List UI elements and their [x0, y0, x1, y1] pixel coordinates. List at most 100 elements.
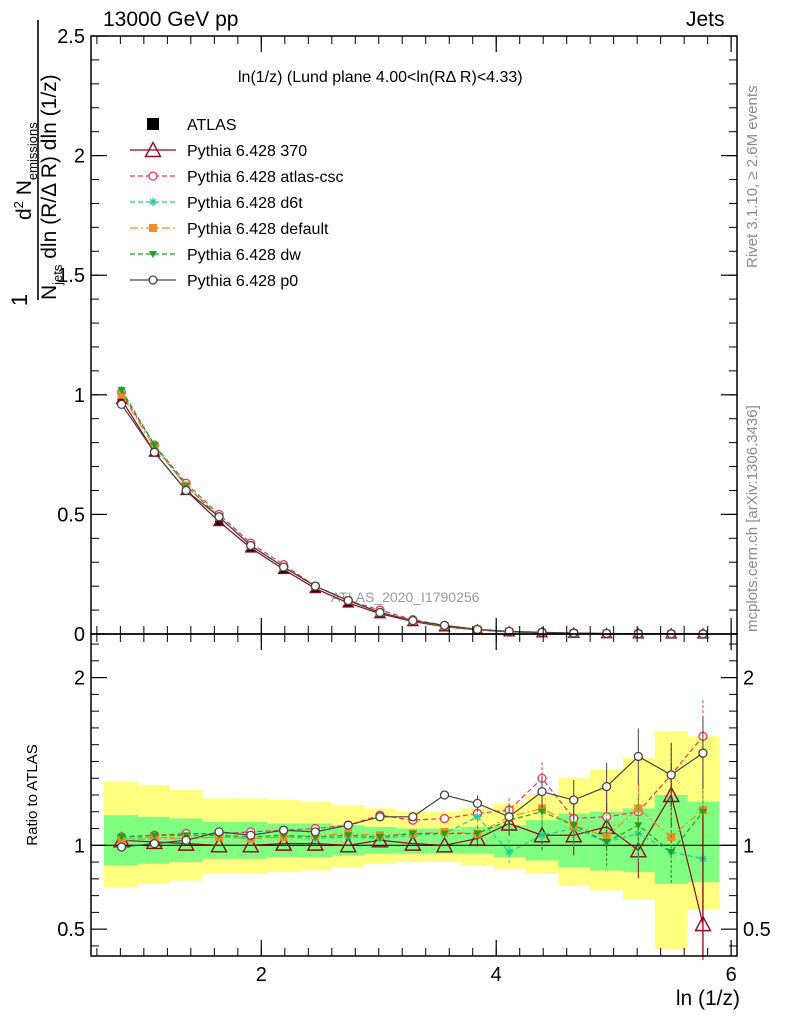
main-ytick-label-0: 0 [74, 624, 85, 646]
point-d6t-13 [538, 831, 547, 840]
point-p0-17 [666, 770, 676, 780]
axes-layer: 0 0.5 1 1.5 2 2.5 2 4 6 0.5 0.5 1 1 2 2 [57, 26, 771, 986]
point-370-3 [212, 515, 226, 527]
point-p0-5 [278, 562, 289, 572]
series-main-data [117, 395, 707, 638]
main-ytick-label-5: 2.5 [57, 26, 85, 48]
point-p0-13 [537, 786, 547, 797]
main-series-layer [115, 386, 710, 639]
ratio-ytick-label-r-2: 2 [743, 668, 754, 690]
ylabel-num-sup: 2 [11, 201, 26, 208]
main-ytick-label-3: 1.5 [57, 265, 85, 287]
legend: ATLAS Pythia 6.428 370 Pythia 6.428 atlas-… [130, 117, 344, 290]
point-p0-14 [569, 628, 579, 638]
point-p0-8 [375, 607, 385, 618]
point-370-10 [435, 836, 454, 853]
legend-entry-data: ATLAS [147, 117, 237, 134]
ylabel-num-sub: emissions [25, 122, 40, 180]
point-csc-10 [439, 813, 450, 824]
ratio-series-layer [112, 700, 712, 961]
legend-label-p0: Pythia 6.428 p0 [187, 273, 298, 290]
series-line-370 [121, 399, 703, 635]
point-370-7 [339, 836, 357, 853]
point-dw-18 [698, 808, 707, 816]
point-p0-5 [278, 825, 289, 835]
legend-entry-p0: Pythia 6.428 p0 [130, 273, 298, 290]
point-p0-7 [343, 820, 353, 830]
point-p0-7 [343, 595, 353, 606]
point-p0-9 [408, 615, 418, 626]
ylabel-njets-sub: jets [50, 264, 65, 286]
point-p0-11 [472, 624, 483, 635]
legend-entry-dw: Pythia 6.428 dw [130, 247, 301, 264]
legend-entry-default: Pythia 6.428 default [130, 221, 329, 238]
analysis-watermark: ATLAS_2020_I1790256 [331, 589, 480, 605]
legend-label-dw: Pythia 6.428 dw [187, 247, 301, 264]
series-main-d6t [117, 386, 707, 638]
point-p0-1 [149, 447, 160, 457]
point-d6t-12 [505, 848, 514, 857]
point-p0-1 [149, 838, 160, 849]
point-dw-0 [117, 387, 126, 395]
point-dw-9 [408, 830, 417, 838]
point-dw-13 [538, 808, 547, 816]
x-axis-label: ln (1/z) [676, 987, 740, 1010]
point-p0-2 [181, 485, 191, 496]
main-ytick-label-2: 1 [74, 385, 85, 407]
point-p0-4 [246, 830, 256, 840]
point-dw-1 [150, 832, 159, 840]
point-p0-10 [439, 620, 450, 631]
ratio-y-axis-label: Ratio to ATLAS [24, 744, 41, 845]
point-370-3 [210, 836, 228, 853]
point-dw-8 [375, 833, 384, 841]
ylabel-num-d: d [13, 208, 36, 220]
svg-text:Ratio to ATLAS: Ratio to ATLAS [24, 744, 41, 845]
ylabel-den-rest: dln (R/Δ R) dln (1/z) [38, 74, 61, 264]
point-dw-7 [344, 832, 353, 840]
series-ratio-p0 [116, 717, 708, 852]
svg-text:d2 Nemissions: d2 Nemissions [11, 122, 40, 220]
point-p0-18 [698, 748, 708, 758]
series-line-p0 [121, 404, 703, 635]
point-dw-16 [634, 822, 643, 830]
series-line-default [121, 394, 703, 635]
ratio-ytick-label-1: 1 [74, 835, 85, 857]
legend-entry-370: Pythia 6.428 370 [130, 141, 307, 160]
point-p0-11 [472, 798, 483, 809]
point-p0-2 [181, 835, 191, 845]
legend-marker-data [147, 118, 159, 130]
point-370-9 [404, 834, 422, 851]
ratio-ytick-label-2: 2 [74, 668, 85, 690]
point-p0-4 [246, 540, 256, 551]
point-370-6 [306, 834, 325, 851]
point-dw-14 [569, 822, 578, 830]
point-p0-6 [310, 827, 320, 837]
point-p0-3 [214, 827, 224, 837]
ratio-ytick-label-r-1: 1 [743, 835, 754, 857]
process-label: Jets [686, 8, 725, 31]
main-y-axis-label: 1 Njets dln (R/Δ R) dln (1/z) d2 Nemissi… [7, 20, 65, 306]
legend-marker-d6t [149, 198, 157, 206]
point-p0-12 [504, 812, 514, 822]
main-ytick-label-4: 2 [74, 146, 85, 168]
point-p0-8 [375, 812, 385, 822]
point-dw-0 [117, 833, 126, 841]
band-green-16 [623, 808, 655, 873]
point-370-2 [177, 834, 195, 851]
point-dw-17 [667, 849, 676, 857]
legend-label-370: Pythia 6.428 370 [187, 143, 307, 160]
series-main-csc [116, 387, 708, 639]
xtick-label-2: 6 [726, 964, 737, 986]
legend-marker-csc [148, 171, 158, 181]
point-p0-14 [569, 795, 579, 805]
series-main-dw [117, 387, 707, 638]
point-370-11 [468, 829, 487, 846]
point-p0-9 [408, 812, 418, 822]
legend-label-default: Pythia 6.428 default [187, 221, 329, 238]
point-dw-11 [473, 830, 482, 838]
point-dw-15 [602, 838, 611, 846]
point-dw-10 [440, 830, 449, 838]
point-p0-10 [439, 790, 450, 800]
series-main-370 [115, 393, 710, 639]
legend-marker-p0 [148, 275, 158, 285]
